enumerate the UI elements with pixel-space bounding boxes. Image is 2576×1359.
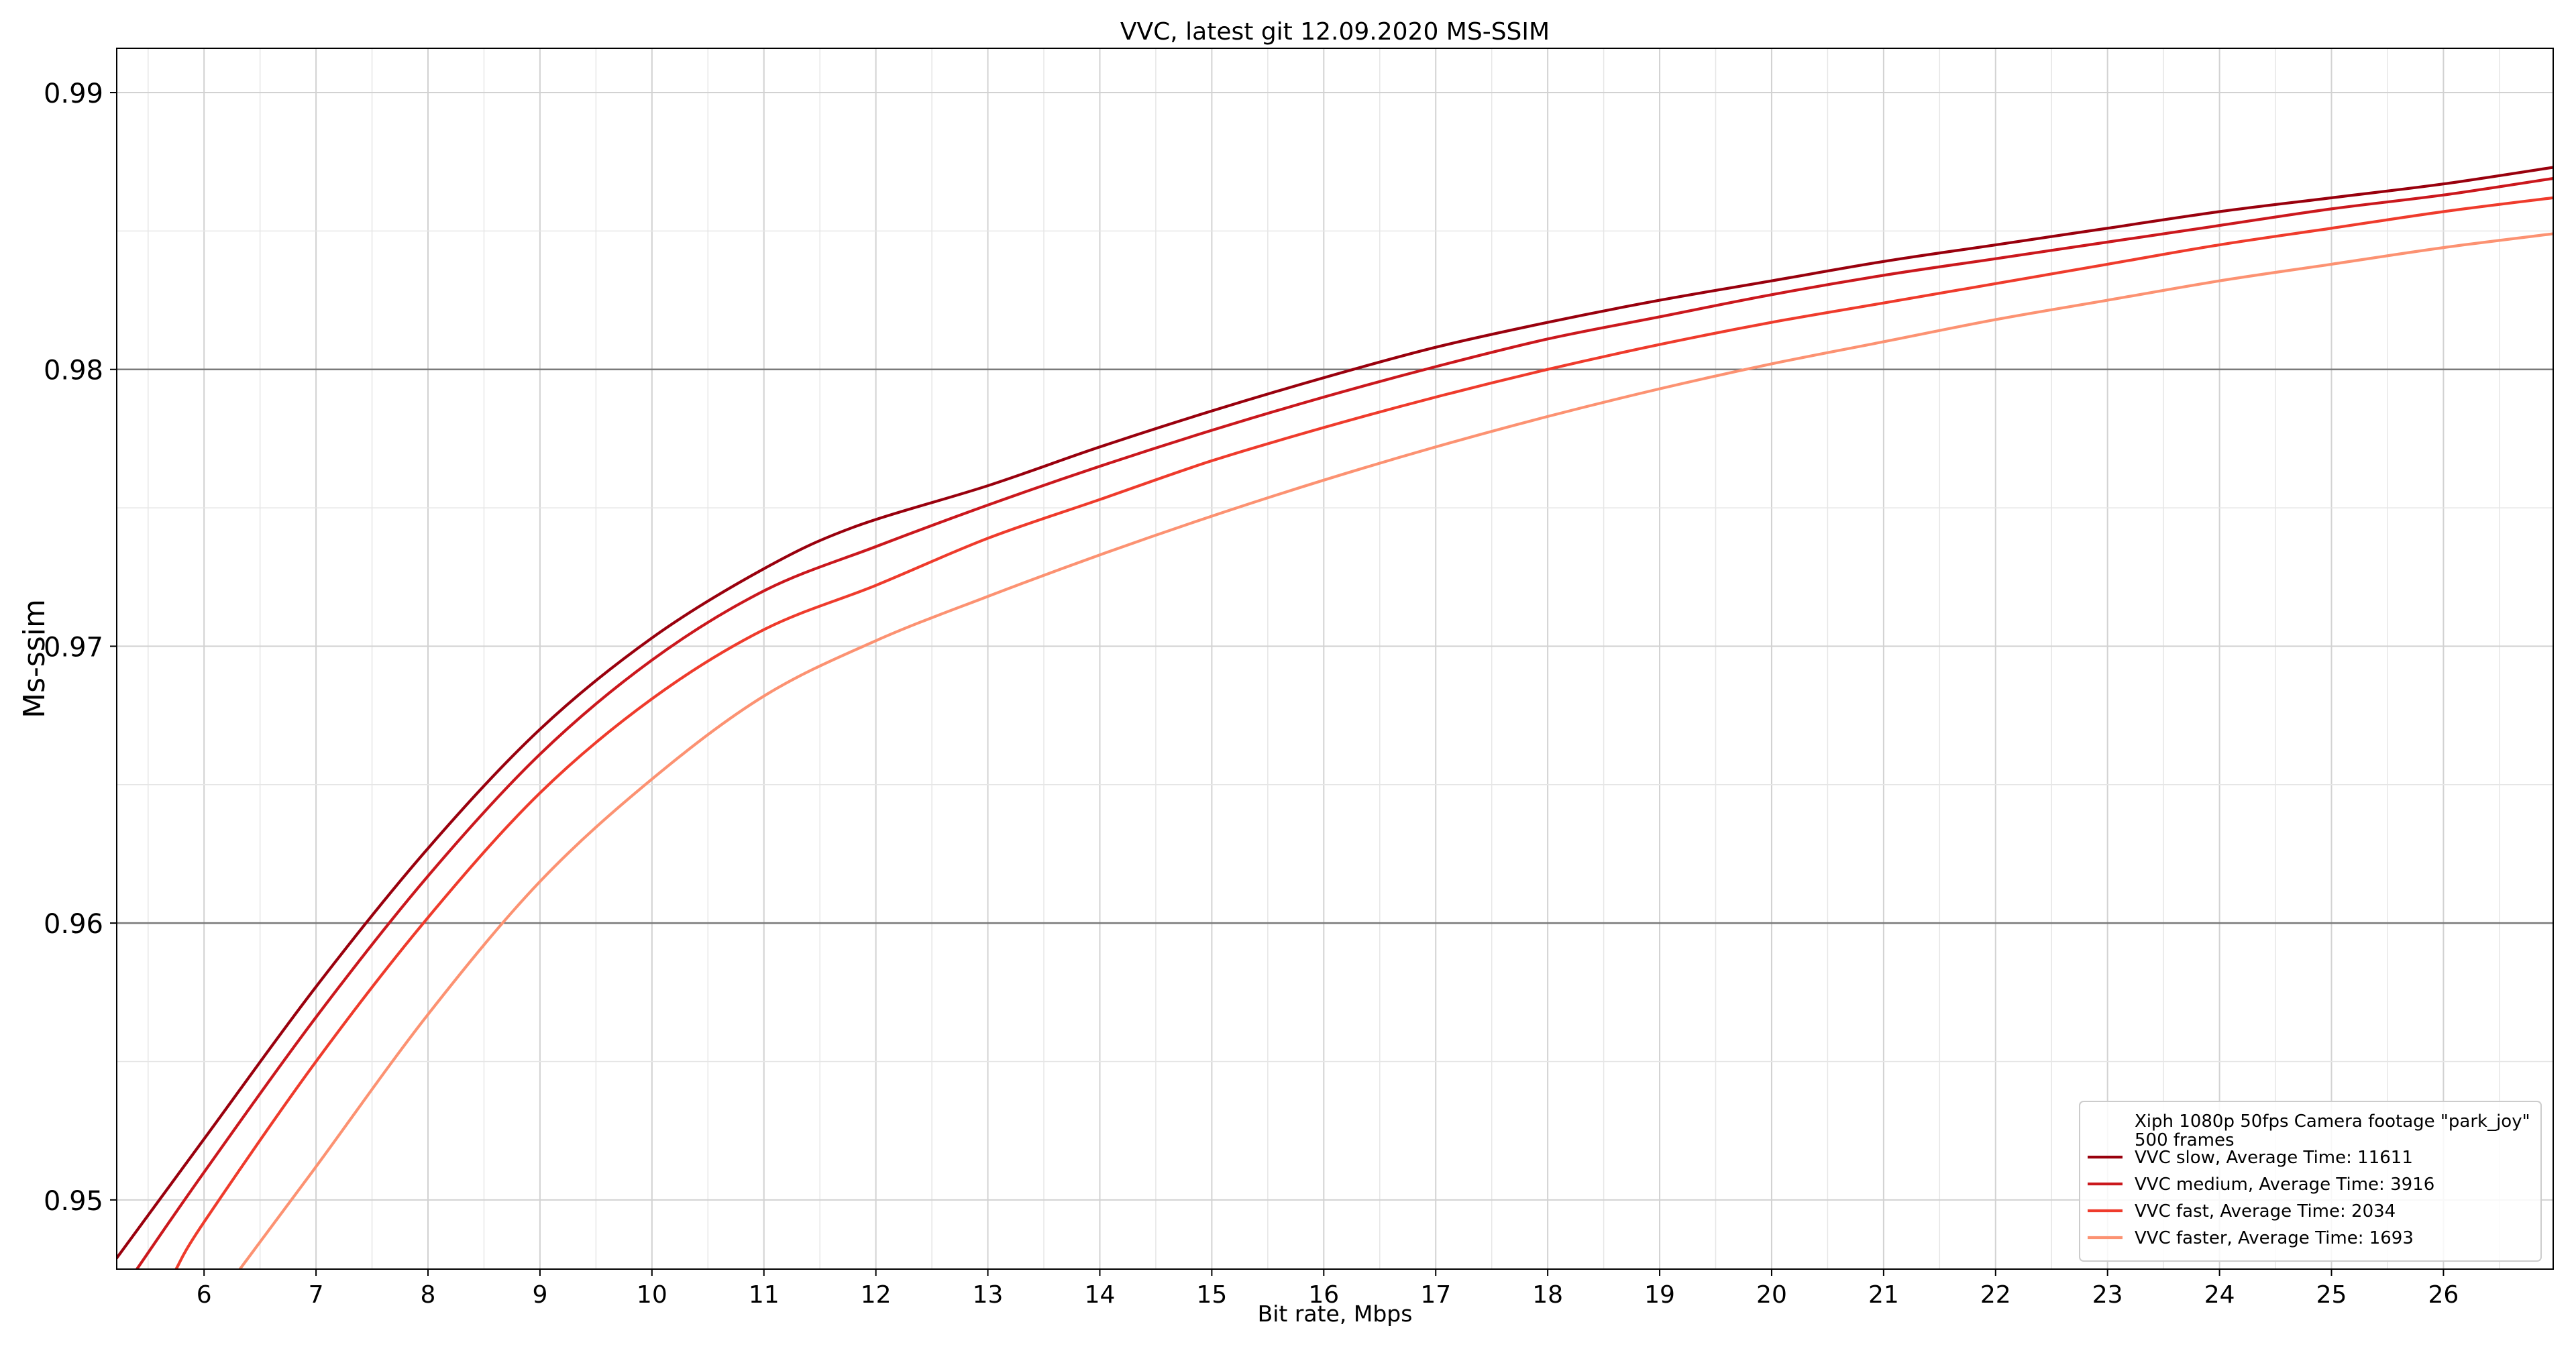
y-axis-label: Ms-ssim — [17, 599, 52, 718]
series-lines — [117, 166, 2553, 1269]
x-tick-label: 22 — [1980, 1281, 2011, 1309]
legend-header-text: 500 frames — [2135, 1130, 2235, 1150]
x-tick-label: 9 — [532, 1281, 547, 1309]
x-tick-label: 21 — [1868, 1281, 1899, 1309]
x-tick-label: 10 — [637, 1281, 667, 1309]
y-tick-label: 0.96 — [44, 909, 103, 940]
x-tick-label: 17 — [1420, 1281, 1451, 1309]
x-tick-label: 26 — [2428, 1281, 2459, 1309]
x-tick-label: 15 — [1196, 1281, 1227, 1309]
legend-entry-label: VVC fast, Average Time: 2034 — [2135, 1201, 2396, 1221]
y-tick-label: 0.97 — [44, 632, 103, 663]
x-tick-label: 20 — [1756, 1281, 1787, 1309]
x-tick-label: 6 — [197, 1281, 212, 1309]
legend-header-text: Xiph 1080p 50fps Camera footage "park_jo… — [2135, 1111, 2530, 1132]
plot-frame — [116, 48, 2554, 1270]
axis-ticks: 6 7 8 9 10 11 12 13 14 15 16 17 18 19 20 21 22 23 24 25 26 0.… — [44, 78, 2459, 1309]
series-line — [238, 232, 2553, 1269]
series-line — [135, 176, 2553, 1269]
x-axis-label: Bit rate, Mbps — [1258, 1301, 1413, 1327]
x-tick-label: 8 — [421, 1281, 436, 1309]
x-tick-label: 13 — [973, 1281, 1004, 1309]
x-tick-label: 24 — [2204, 1281, 2235, 1309]
legend-entry-label: VVC slow, Average Time: 11611 — [2135, 1148, 2413, 1168]
x-tick-label: 7 — [309, 1281, 324, 1309]
legend-entry-label: VVC faster, Average Time: 1693 — [2135, 1228, 2414, 1248]
x-tick-label: 11 — [749, 1281, 780, 1309]
x-tick-label: 16 — [1308, 1281, 1339, 1309]
chart-title: VVC, latest git 12.09.2020 MS-SSIM — [1120, 18, 1550, 46]
x-tick-label: 19 — [1644, 1281, 1675, 1309]
legend-entry-label: VVC medium, Average Time: 3916 — [2135, 1175, 2434, 1195]
x-tick-label: 23 — [2092, 1281, 2123, 1309]
x-tick-label: 14 — [1085, 1281, 1116, 1309]
legend-box — [2079, 1101, 2542, 1262]
y-tick-label: 0.99 — [44, 78, 103, 109]
x-tick-label: 25 — [2316, 1281, 2347, 1309]
series-line — [117, 166, 2553, 1260]
y-tick-label: 0.95 — [44, 1186, 103, 1217]
x-tick-label: 12 — [861, 1281, 892, 1309]
legend: Xiph 1080p 50fps Camera footage "park_jo… — [2079, 1101, 2542, 1262]
y-tick-label: 0.98 — [44, 356, 103, 386]
x-tick-label: 18 — [1532, 1281, 1563, 1309]
series-line — [174, 196, 2553, 1269]
